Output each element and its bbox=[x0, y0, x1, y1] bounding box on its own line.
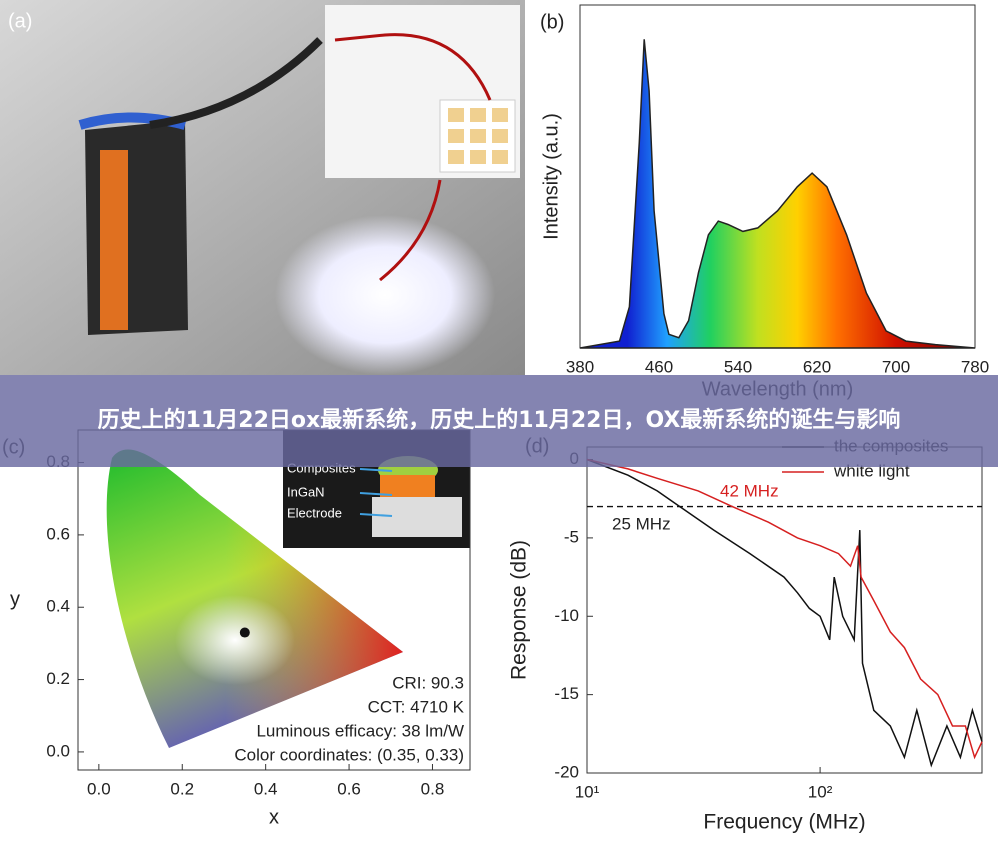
x-tick-label: 380 bbox=[566, 357, 594, 376]
inset-pointer bbox=[359, 468, 393, 472]
y-axis-label: Response (dB) bbox=[508, 540, 531, 680]
banner-title: 历史上的11月22日ox最新系统，历史上的11月22日，OX最新系统的诞生与影响 bbox=[97, 408, 901, 433]
wire bbox=[334, 33, 492, 101]
annotation: CCT: 4710 K bbox=[368, 697, 465, 716]
x-tick-label: 10¹ bbox=[575, 782, 600, 801]
y-tick-label: 0.2 bbox=[46, 669, 70, 688]
panel-label: (a) bbox=[8, 10, 32, 32]
ingan-layer bbox=[380, 475, 435, 497]
y-tick-label: 0.4 bbox=[46, 597, 70, 616]
inset-label: Electrode bbox=[287, 505, 342, 520]
x-tick-label: 0.4 bbox=[254, 779, 278, 798]
x-tick-label: 780 bbox=[961, 357, 989, 376]
annotation: Luminous efficacy: 38 lm/W bbox=[256, 721, 464, 740]
x-tick-label: 0.0 bbox=[87, 779, 111, 798]
y-tick-label: -20 bbox=[554, 762, 579, 781]
annotation: 25 MHz bbox=[612, 514, 671, 533]
inset-pointer bbox=[359, 513, 393, 517]
annotation: CRI: 90.3 bbox=[392, 673, 464, 692]
annotation: 42 MHz bbox=[720, 481, 779, 500]
x-axis-label: x bbox=[269, 806, 279, 828]
led-chips bbox=[448, 108, 508, 164]
x-axis-label: Frequency (MHz) bbox=[703, 811, 865, 834]
wire bbox=[379, 179, 442, 282]
spectrum bbox=[579, 39, 976, 349]
y-tick-label: -5 bbox=[564, 527, 579, 546]
plot-frame bbox=[586, 446, 983, 774]
annotation: Color coordinates: (0.35, 0.33) bbox=[234, 745, 464, 764]
y-tick-label: 0.6 bbox=[46, 524, 70, 543]
inset-pointer bbox=[359, 492, 393, 496]
y-axis-label: Intensity (a.u.) bbox=[540, 113, 562, 240]
panel-label: (b) bbox=[540, 11, 564, 33]
title-banner: 历史上的11月22日ox最新系统，历史上的11月22日，OX最新系统的诞生与影响 bbox=[0, 375, 998, 467]
battery-label bbox=[100, 150, 128, 330]
x-tick-label: 0.8 bbox=[421, 779, 445, 798]
response-line bbox=[586, 458, 983, 768]
x-tick-label: 0.6 bbox=[337, 779, 361, 798]
x-tick-label: 700 bbox=[882, 357, 910, 376]
x-tick-label: 460 bbox=[645, 357, 673, 376]
wire bbox=[149, 37, 323, 129]
white-point bbox=[239, 627, 250, 638]
led-glow bbox=[275, 215, 495, 375]
electrode bbox=[372, 497, 462, 537]
y-tick-label: -15 bbox=[554, 684, 579, 703]
y-axis-label: y bbox=[10, 588, 20, 610]
white-region bbox=[175, 595, 295, 685]
x-tick-label: 10² bbox=[808, 782, 833, 801]
response-line bbox=[586, 458, 983, 760]
x-tick-label: 620 bbox=[803, 357, 831, 376]
inset-label: InGaN bbox=[287, 484, 325, 499]
x-tick-label: 540 bbox=[724, 357, 752, 376]
x-tick-label: 0.2 bbox=[170, 779, 194, 798]
y-tick-label: -10 bbox=[554, 606, 579, 625]
y-tick-label: 0.0 bbox=[46, 741, 70, 760]
